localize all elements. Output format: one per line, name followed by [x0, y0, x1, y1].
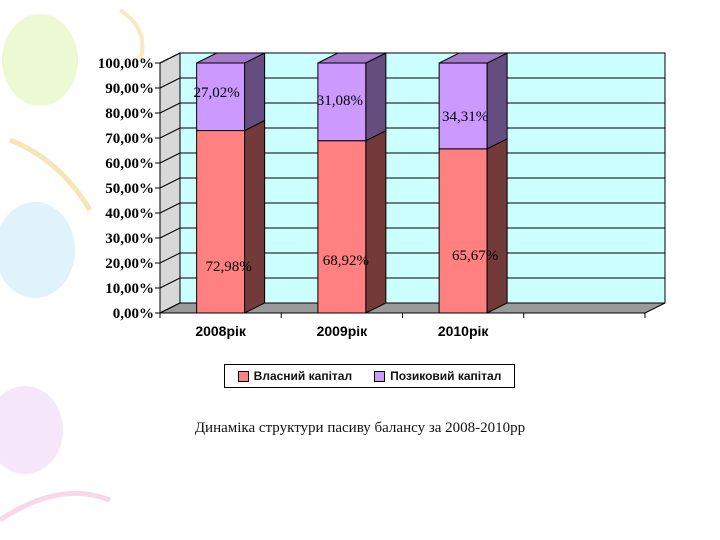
data-label-1-3: 65,67% — [452, 248, 498, 264]
bar-top-1 — [196, 52, 265, 64]
bar-side-2-3 — [486, 52, 508, 150]
bar-1-3 — [438, 148, 488, 314]
gridline-side — [159, 202, 181, 214]
gridline-side — [159, 52, 181, 64]
x-tick-label: 2010рік — [438, 323, 490, 339]
bar-side-1-1 — [244, 119, 266, 314]
y-tick-label: 60,00% — [105, 156, 154, 172]
y-tick-label: 40,00% — [105, 206, 154, 222]
bar-side-1-3 — [486, 138, 508, 314]
bar-side-2-2 — [365, 52, 387, 142]
gridline-side — [159, 102, 181, 114]
gridline-side — [159, 152, 181, 164]
y-tick-label: 80,00% — [105, 106, 154, 122]
data-label-1-2: 68,92% — [323, 253, 369, 269]
legend-label-series-2: Позиковий капітал — [390, 369, 502, 383]
legend-item-series-2: Позиковий капітал — [374, 369, 501, 383]
x-tick-label: 2008рік — [195, 323, 247, 339]
x-tick-label: 2009рік — [317, 323, 369, 339]
gridline-side — [159, 77, 181, 89]
y-tick-label: 100,00% — [98, 56, 154, 72]
legend-swatch-series-1 — [237, 370, 249, 382]
bar-2-2 — [317, 62, 367, 142]
gridline-side — [159, 227, 181, 239]
bar-2-3 — [438, 62, 488, 150]
data-label-2-3: 34,31% — [442, 109, 488, 125]
chart-legend: Власний капітал Позиковий капітал — [224, 364, 515, 388]
bar-1-1 — [196, 130, 246, 314]
bar-side-1-2 — [365, 129, 387, 314]
y-tick-label: 30,00% — [105, 231, 154, 247]
data-label-1-1: 72,98% — [206, 259, 252, 275]
data-label-2-1: 27,02% — [194, 85, 240, 101]
y-tick-label: 50,00% — [105, 181, 154, 197]
legend-swatch-series-2 — [374, 370, 386, 382]
y-tick-label: 0,00% — [113, 306, 154, 322]
y-tick-label: 70,00% — [105, 131, 154, 147]
bar-side-2-1 — [244, 52, 266, 132]
gridline-side — [159, 277, 181, 289]
chart-caption: Динаміка структури пасиву балансу за 200… — [194, 420, 526, 436]
y-tick-label: 20,00% — [105, 256, 154, 272]
legend-label-series-1: Власний капітал — [253, 369, 353, 383]
y-tick-label: 90,00% — [105, 81, 154, 97]
gridline-side — [159, 252, 181, 264]
bar-1-2 — [317, 140, 367, 314]
data-label-2-2: 31,08% — [317, 93, 363, 109]
gridline-side — [159, 177, 181, 189]
y-tick-label: 10,00% — [105, 281, 154, 297]
bar-top-3 — [438, 52, 508, 64]
bar-top-2 — [317, 52, 387, 64]
legend-item-series-1: Власний капітал — [237, 369, 353, 383]
bar-2-1 — [196, 62, 246, 132]
gridline-side — [159, 127, 181, 139]
